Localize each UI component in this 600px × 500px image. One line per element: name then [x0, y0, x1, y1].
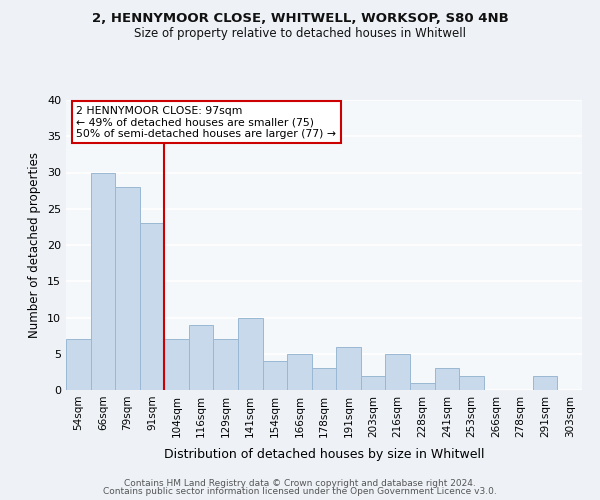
X-axis label: Distribution of detached houses by size in Whitwell: Distribution of detached houses by size …: [164, 448, 484, 461]
Bar: [385, 354, 410, 390]
Bar: [238, 318, 263, 390]
Bar: [164, 339, 189, 390]
Bar: [459, 376, 484, 390]
Bar: [66, 339, 91, 390]
Bar: [434, 368, 459, 390]
Bar: [361, 376, 385, 390]
Bar: [287, 354, 312, 390]
Bar: [214, 339, 238, 390]
Bar: [533, 376, 557, 390]
Bar: [91, 172, 115, 390]
Text: 2 HENNYMOOR CLOSE: 97sqm
← 49% of detached houses are smaller (75)
50% of semi-d: 2 HENNYMOOR CLOSE: 97sqm ← 49% of detach…: [76, 106, 337, 139]
Bar: [189, 325, 214, 390]
Bar: [263, 361, 287, 390]
Bar: [312, 368, 336, 390]
Text: Contains HM Land Registry data © Crown copyright and database right 2024.: Contains HM Land Registry data © Crown c…: [124, 478, 476, 488]
Text: 2, HENNYMOOR CLOSE, WHITWELL, WORKSOP, S80 4NB: 2, HENNYMOOR CLOSE, WHITWELL, WORKSOP, S…: [92, 12, 508, 26]
Y-axis label: Number of detached properties: Number of detached properties: [28, 152, 41, 338]
Text: Size of property relative to detached houses in Whitwell: Size of property relative to detached ho…: [134, 28, 466, 40]
Bar: [115, 187, 140, 390]
Bar: [336, 346, 361, 390]
Text: Contains public sector information licensed under the Open Government Licence v3: Contains public sector information licen…: [103, 487, 497, 496]
Bar: [410, 383, 434, 390]
Bar: [140, 223, 164, 390]
